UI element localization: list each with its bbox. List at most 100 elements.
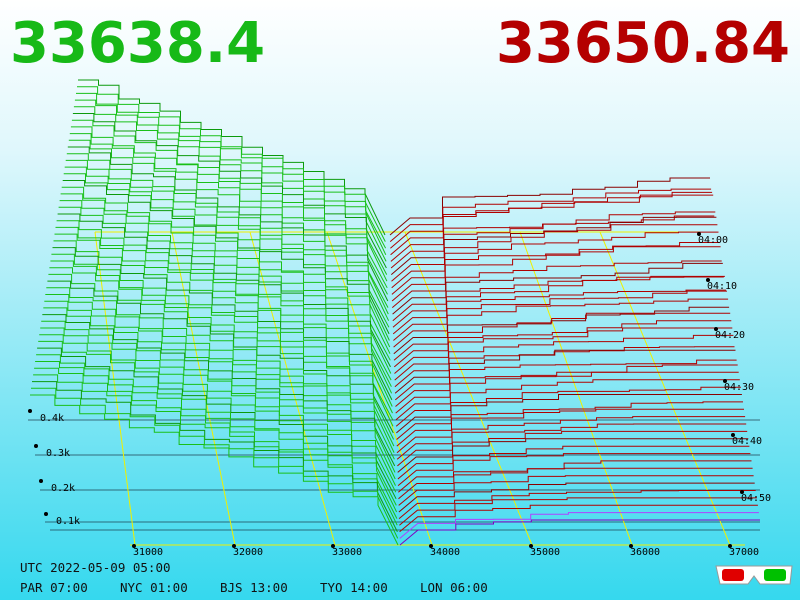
bid-depth-line xyxy=(67,146,389,302)
price-tick-label: 31000 xyxy=(133,547,163,558)
bid-depth-line xyxy=(37,347,397,500)
tick-dot xyxy=(28,409,32,413)
ask-depth-line xyxy=(395,379,740,421)
ask-depth-line xyxy=(392,289,726,335)
timezone-label: BJS 13:00 xyxy=(220,580,288,595)
bid-depth-line xyxy=(36,354,397,506)
depth-tick-label: 0.3k xyxy=(46,448,70,459)
tick-dot xyxy=(723,379,727,383)
tick-dot xyxy=(728,544,732,548)
price-tick-label: 36000 xyxy=(630,547,660,558)
ask-depth-line xyxy=(396,408,744,447)
ask-depth-line xyxy=(393,320,732,368)
tick-dot xyxy=(232,544,236,548)
ask-depth-line xyxy=(395,364,738,407)
bid-depth-line xyxy=(63,173,390,328)
depth-tick-label: 0.1k xyxy=(56,516,80,527)
ask-depth-line xyxy=(399,512,759,539)
ask-depth-line xyxy=(395,386,741,427)
ask-depth-line xyxy=(389,177,710,236)
tick-dot xyxy=(697,232,701,236)
ask-depth-line xyxy=(396,394,742,434)
tick-dot xyxy=(331,544,335,548)
timezone-label: PAR 07:00 xyxy=(20,580,88,595)
bid-depth-line xyxy=(39,334,396,486)
bid-depth-line xyxy=(66,153,389,308)
bid-depth-line xyxy=(73,106,387,262)
glasses-icon xyxy=(715,565,793,585)
price-tick-label: 34000 xyxy=(430,547,460,558)
bid-depth-line xyxy=(31,387,399,539)
time-tick-label: 04:10 xyxy=(707,281,737,292)
tick-dot xyxy=(731,433,735,437)
ask-depth-line xyxy=(393,306,730,355)
time-tick-label: 04:40 xyxy=(732,436,762,447)
tick-dot xyxy=(714,327,718,331)
ask-depth-line xyxy=(396,423,747,460)
bid-depth-line xyxy=(50,260,393,414)
ask-depth-line xyxy=(390,216,717,275)
bid-depth-line xyxy=(53,240,393,394)
ask-depth-line xyxy=(390,194,714,256)
bid-depth-line xyxy=(64,166,390,321)
bid-depth-line xyxy=(40,327,396,480)
bid-depth-line xyxy=(56,220,392,374)
bid-depth-line xyxy=(58,206,391,361)
price-tick-label: 37000 xyxy=(729,547,759,558)
ask-depth-line xyxy=(391,231,719,289)
bid-depth-line xyxy=(44,300,395,453)
bid-depth-line xyxy=(47,280,394,434)
bid-depth-line xyxy=(74,99,387,256)
time-tick-label: 04:20 xyxy=(715,330,745,341)
timezone-label: TYO 14:00 xyxy=(320,580,388,595)
bid-depth-line xyxy=(72,113,387,269)
ask-depth-line xyxy=(392,262,723,315)
depth-tick-label: 0.2k xyxy=(51,483,75,494)
ask-depth-line xyxy=(393,298,729,348)
grid-line xyxy=(94,231,136,546)
ask-depth-line xyxy=(397,453,751,486)
bid-depth-line xyxy=(54,233,392,387)
price-tick-label: 32000 xyxy=(233,547,263,558)
bid-depth-line xyxy=(43,307,395,460)
tick-dot xyxy=(706,278,710,282)
bid-price: 33638.4 xyxy=(10,11,265,76)
tick-dot xyxy=(39,479,43,483)
bid-depth-line xyxy=(69,133,388,289)
ask-depth-line xyxy=(394,359,737,401)
grid-line xyxy=(171,231,236,546)
bid-depth-line xyxy=(38,340,397,493)
bid-depth-line xyxy=(46,287,395,440)
timezone-label: LON 06:00 xyxy=(420,580,488,595)
ask-depth-line xyxy=(389,188,712,242)
tick-dot xyxy=(44,512,48,516)
ask-depth-line xyxy=(398,475,754,506)
time-tick-label: 04:50 xyxy=(741,493,771,504)
ask-depth-line xyxy=(390,215,715,262)
bid-depth-line xyxy=(78,79,386,236)
ask-depth-line xyxy=(394,346,735,388)
bid-depth-line xyxy=(71,119,388,275)
ask-depth-line xyxy=(396,416,746,454)
ask-depth-line xyxy=(398,490,756,519)
ask-depth-line xyxy=(398,467,753,500)
bid-depth-line xyxy=(65,159,389,315)
bid-depth-line xyxy=(35,361,398,513)
ask-depth-line xyxy=(394,327,733,374)
bid-depth-line xyxy=(77,86,386,242)
ask-depth-line xyxy=(391,260,722,308)
bid-depth-line xyxy=(45,294,395,447)
grid-line xyxy=(249,231,336,546)
depth-tick-label: 0.4k xyxy=(40,413,64,424)
bid-depth-line xyxy=(70,126,388,282)
ask-depth-line xyxy=(399,504,758,533)
bid-depth-line xyxy=(48,273,394,427)
bid-depth-line xyxy=(34,367,398,519)
bid-depth-line xyxy=(49,267,394,420)
ask-depth-line xyxy=(391,246,721,302)
bid-depth-line xyxy=(42,314,396,467)
ask-depth-line xyxy=(392,275,725,328)
time-tick-label: 04:00 xyxy=(698,235,728,246)
